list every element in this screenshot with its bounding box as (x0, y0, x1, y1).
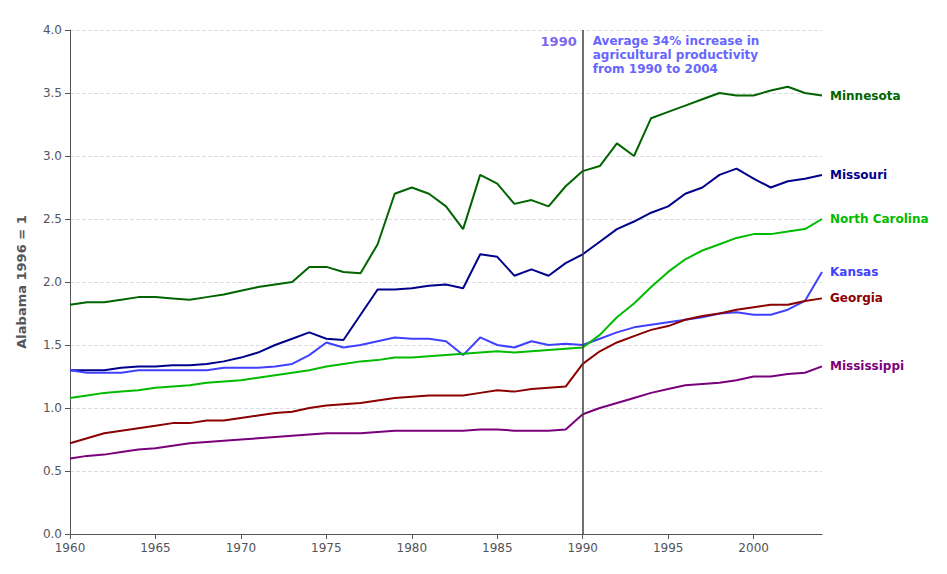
svg-text:Georgia: Georgia (830, 291, 883, 305)
svg-text:1975: 1975 (311, 541, 342, 555)
svg-text:1985: 1985 (482, 541, 513, 555)
svg-text:1995: 1995 (653, 541, 684, 555)
svg-text:1965: 1965 (140, 541, 171, 555)
svg-text:3.0: 3.0 (43, 149, 62, 163)
svg-text:1960: 1960 (55, 541, 86, 555)
svg-text:1970: 1970 (226, 541, 257, 555)
svg-text:2.5: 2.5 (43, 212, 62, 226)
svg-text:Average 34% increase in: Average 34% increase in (593, 34, 760, 48)
svg-text:2000: 2000 (738, 541, 769, 555)
svg-text:4.0: 4.0 (43, 23, 62, 37)
svg-text:North Carolina: North Carolina (830, 212, 929, 226)
svg-text:Mississippi: Mississippi (830, 359, 904, 373)
svg-text:1.0: 1.0 (43, 401, 62, 415)
svg-text:0.0: 0.0 (43, 527, 62, 541)
svg-text:3.5: 3.5 (43, 86, 62, 100)
svg-text:0.5: 0.5 (43, 464, 62, 478)
svg-text:1990: 1990 (541, 34, 577, 49)
svg-text:Kansas: Kansas (830, 265, 878, 279)
svg-text:Missouri: Missouri (830, 168, 887, 182)
svg-text:2.0: 2.0 (43, 275, 62, 289)
svg-text:1990: 1990 (567, 541, 598, 555)
svg-text:from 1990 to 2004: from 1990 to 2004 (593, 62, 718, 76)
svg-text:1980: 1980 (397, 541, 428, 555)
svg-text:agricultural productivity: agricultural productivity (593, 48, 759, 62)
svg-text:1.5: 1.5 (43, 338, 62, 352)
svg-text:Alabama 1996 = 1: Alabama 1996 = 1 (14, 215, 29, 348)
svg-text:Minnesota: Minnesota (830, 89, 901, 103)
